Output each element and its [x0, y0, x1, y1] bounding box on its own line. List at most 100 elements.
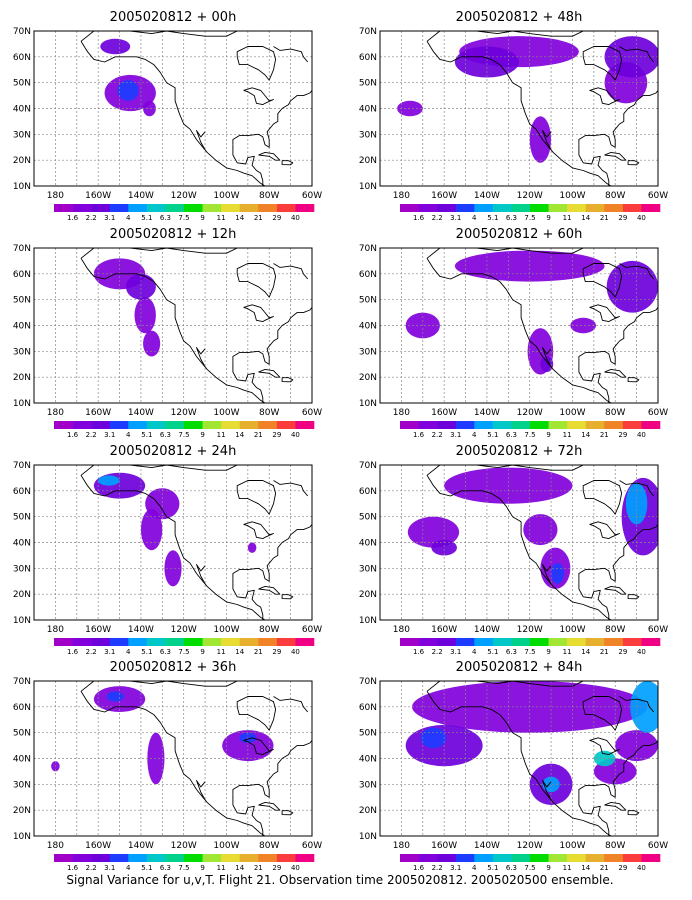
colorbar-swatch	[276, 638, 296, 646]
coastline	[232, 524, 312, 582]
colorbar-label: 11	[563, 431, 572, 439]
colorbar-swatch	[437, 421, 457, 429]
lon-label: 80W	[605, 841, 625, 851]
lon-label: 100W	[559, 841, 585, 851]
colorbar-swatch	[530, 421, 549, 429]
coastline	[619, 46, 655, 63]
lat-label: 60N	[359, 53, 377, 63]
colorbar: 1.6 2.2 3.1 4 5.1 6.3 7.5 9 11 14 21 29 40	[54, 204, 315, 222]
lon-label: 80W	[605, 408, 625, 418]
colorbar-swatch	[492, 204, 512, 212]
lon-label: 120W	[517, 191, 543, 201]
colorbar-label: 5.1	[141, 431, 152, 439]
lat-label: 30N	[359, 347, 377, 357]
coastline	[80, 691, 266, 836]
map-contents	[380, 681, 658, 836]
lat-label: 50N	[359, 79, 377, 89]
colorbar-label: 6.3	[160, 864, 171, 872]
panel-title: 2005020812 + 72h	[456, 444, 583, 459]
colorbar-swatch	[184, 421, 203, 429]
map-frame	[33, 464, 313, 621]
colorbar-label: 1.6	[413, 648, 425, 656]
coastline	[589, 521, 620, 540]
colorbar-label: 3.1	[450, 864, 461, 872]
colorbar-label: 40	[637, 214, 646, 222]
colorbar-swatch	[295, 854, 315, 862]
colorbar-swatch	[128, 204, 148, 212]
colorbar-label: 21	[254, 431, 263, 439]
lat-label: 10N	[359, 182, 377, 192]
colorbar-label: 9	[546, 864, 550, 872]
coastline	[236, 263, 277, 298]
lat-label: 60N	[13, 487, 31, 497]
coastline	[604, 585, 627, 595]
colorbar-swatch	[400, 854, 419, 862]
coastline	[619, 480, 655, 497]
colorbar-label: 6.3	[160, 431, 171, 439]
colorbar-swatch	[239, 638, 259, 646]
lon-label: 80W	[259, 408, 279, 418]
coastline	[273, 46, 309, 63]
coastline	[582, 480, 623, 515]
colorbar-swatch	[418, 204, 438, 212]
coastline	[236, 480, 277, 515]
coastline	[542, 564, 552, 585]
coastline	[258, 585, 281, 595]
colorbar-swatch	[585, 638, 605, 646]
lat-label: 30N	[359, 780, 377, 790]
coastline	[578, 90, 658, 148]
lat-label: 50N	[359, 513, 377, 523]
colorbar: 1.6 2.2 3.1 4 5.1 6.3 7.5 9 11 14 21 29 40	[54, 421, 315, 439]
colorbar-swatch	[455, 204, 475, 212]
colorbar-swatch	[622, 421, 642, 429]
colorbar-swatch	[400, 204, 419, 212]
colorbar-swatch	[202, 421, 222, 429]
panel-title: 2005020812 + 84h	[456, 660, 583, 675]
variance-shading	[542, 776, 560, 793]
map-panel: 2005020812 + 48h 10N 20N 30N 40N 50N 60N 70N 180…	[359, 10, 668, 222]
colorbar-swatch	[604, 204, 624, 212]
colorbar-swatch	[474, 854, 494, 862]
colorbar-swatch	[585, 854, 605, 862]
colorbar-swatch	[258, 638, 278, 646]
colorbar-label: 29	[272, 864, 281, 872]
coastline	[426, 258, 612, 403]
lat-label: 70N	[13, 461, 31, 471]
colorbar-swatch	[511, 204, 531, 212]
map-frame	[379, 30, 659, 187]
colorbar-label: 40	[291, 648, 300, 656]
colorbar-swatch	[622, 854, 642, 862]
colorbar-swatch	[91, 204, 111, 212]
coastline	[619, 696, 655, 713]
colorbar-label: 21	[600, 864, 609, 872]
colorbar-swatch	[585, 421, 605, 429]
colorbar-swatch	[258, 421, 278, 429]
map-panel: 2005020812 + 72h 10N 20N 30N 40N 50N 60N 70N 180…	[359, 444, 668, 656]
coastline	[578, 740, 658, 798]
variance-shading	[143, 330, 161, 357]
colorbar-swatch	[455, 854, 475, 862]
coastline	[589, 304, 620, 323]
map-frame	[33, 30, 313, 187]
lon-label: 140W	[474, 408, 500, 418]
coastline	[258, 151, 281, 161]
coastline	[196, 130, 206, 151]
variance-shading	[604, 36, 658, 78]
colorbar-swatch	[202, 854, 222, 862]
colorbar-label: 11	[217, 431, 226, 439]
colorbar-swatch	[109, 204, 129, 212]
colorbar-swatch	[567, 421, 587, 429]
colorbar-swatch	[276, 421, 296, 429]
map-panels: 2005020812 + 00h 10N 20N 30N 40N 50N 60N 70N 180…	[13, 10, 668, 872]
colorbar-swatch	[146, 638, 166, 646]
colorbar-label: 11	[217, 214, 226, 222]
colorbar-swatch	[492, 638, 512, 646]
coastline	[281, 160, 294, 166]
map-contents	[34, 248, 312, 403]
colorbar-swatch	[567, 638, 587, 646]
variance-shading	[630, 681, 658, 733]
colorbar-label: 6.3	[506, 431, 517, 439]
panel-title: 2005020812 + 48h	[456, 10, 583, 25]
colorbar-swatch	[474, 638, 494, 646]
